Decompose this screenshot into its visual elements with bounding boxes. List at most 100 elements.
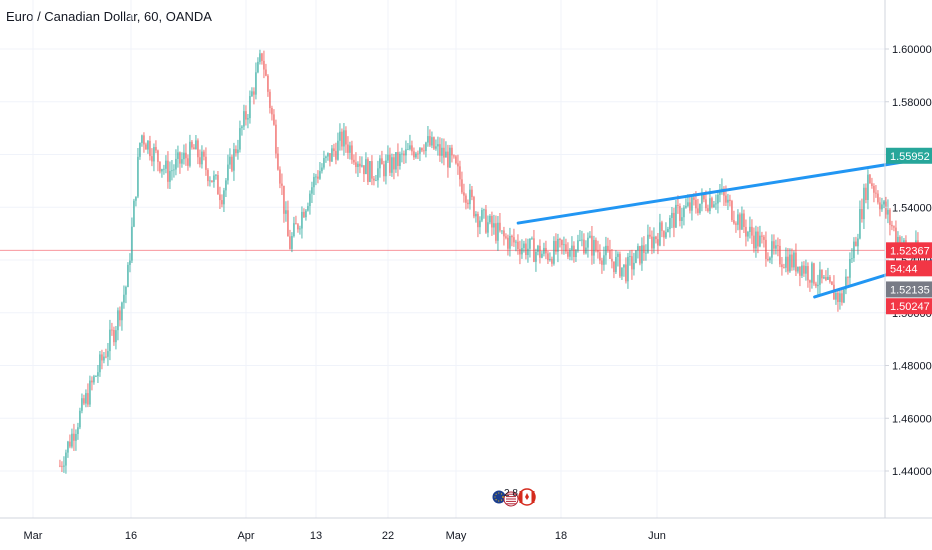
candle [325, 155, 327, 163]
svg-text:1.50247: 1.50247 [890, 301, 930, 313]
candle [853, 237, 855, 262]
candle [277, 147, 279, 171]
candle [655, 235, 657, 244]
candle [749, 216, 751, 239]
candle [305, 209, 307, 221]
candle [99, 350, 101, 377]
candle [821, 269, 823, 284]
candle [779, 239, 781, 268]
candle [893, 225, 895, 232]
candle [567, 242, 569, 260]
candle [823, 275, 825, 280]
eu-flag-icon[interactable] [491, 489, 507, 505]
candle [863, 183, 865, 229]
candle [785, 247, 787, 273]
candle [639, 245, 641, 266]
countdown-label: 54:44 [886, 260, 932, 277]
candle [187, 154, 189, 171]
candle [343, 123, 345, 156]
candle [215, 173, 217, 180]
candle [549, 252, 551, 262]
candle [243, 104, 245, 131]
candle [531, 236, 533, 240]
candle [447, 144, 449, 178]
candle [713, 201, 715, 208]
candle [295, 215, 297, 225]
candle [233, 142, 235, 181]
candle [765, 231, 767, 267]
candle [111, 322, 113, 336]
upper-trendline[interactable] [516, 65, 932, 225]
candle [733, 210, 735, 225]
candle [85, 389, 87, 408]
candle [799, 266, 801, 287]
candle [667, 226, 669, 233]
candle [869, 173, 871, 184]
event-markers[interactable]: 2 8 [491, 488, 536, 507]
candle [315, 173, 317, 186]
candle [855, 236, 857, 247]
candle [427, 126, 429, 147]
candle [443, 138, 445, 166]
candle [587, 232, 589, 258]
candle [645, 244, 647, 261]
candle [357, 161, 359, 178]
candle [605, 236, 607, 265]
candle [699, 203, 701, 215]
us-flag-icon[interactable] [503, 491, 519, 507]
candles [59, 49, 923, 474]
candle [211, 180, 213, 183]
candle [101, 349, 103, 370]
candle [281, 173, 283, 196]
candle [421, 147, 423, 153]
x-tick-label: Mar [24, 530, 43, 542]
candle [867, 169, 869, 210]
candle [527, 238, 529, 263]
candle [361, 156, 363, 168]
y-tick-label: 1.60000 [892, 44, 932, 56]
candle [435, 139, 437, 151]
candle [307, 202, 309, 212]
candle [105, 348, 107, 359]
candle [525, 238, 527, 260]
candle [735, 221, 737, 233]
candle [407, 143, 409, 151]
candle [819, 261, 821, 295]
candle [231, 154, 233, 173]
candle [79, 407, 81, 430]
candle [793, 250, 795, 271]
candle [815, 281, 817, 289]
stop-loss-label: 1.50247 [886, 298, 932, 315]
candle [163, 164, 165, 175]
candle [757, 226, 759, 254]
candle [649, 226, 651, 239]
candle [263, 50, 265, 79]
candle [387, 145, 389, 163]
candle [271, 105, 273, 121]
candle [727, 193, 729, 210]
candle [739, 212, 741, 239]
candle [523, 240, 525, 253]
candle [535, 248, 537, 272]
candle [201, 145, 203, 169]
candle [629, 250, 631, 266]
candle [691, 195, 693, 221]
candle [349, 141, 351, 160]
candle [235, 145, 237, 157]
candle [835, 291, 837, 305]
candle [323, 150, 325, 170]
candle [383, 160, 385, 182]
candle [449, 144, 451, 169]
candle [813, 262, 815, 286]
candle [355, 152, 357, 174]
ca-flag-icon[interactable] [518, 488, 536, 506]
candle [845, 269, 847, 295]
candle [751, 219, 753, 244]
candle [155, 140, 157, 154]
grid-lines [0, 0, 885, 518]
y-tick-label: 1.44000 [892, 466, 932, 478]
candle [537, 244, 539, 256]
candle [133, 198, 135, 228]
economic-events[interactable]: 2 8 [491, 488, 536, 507]
